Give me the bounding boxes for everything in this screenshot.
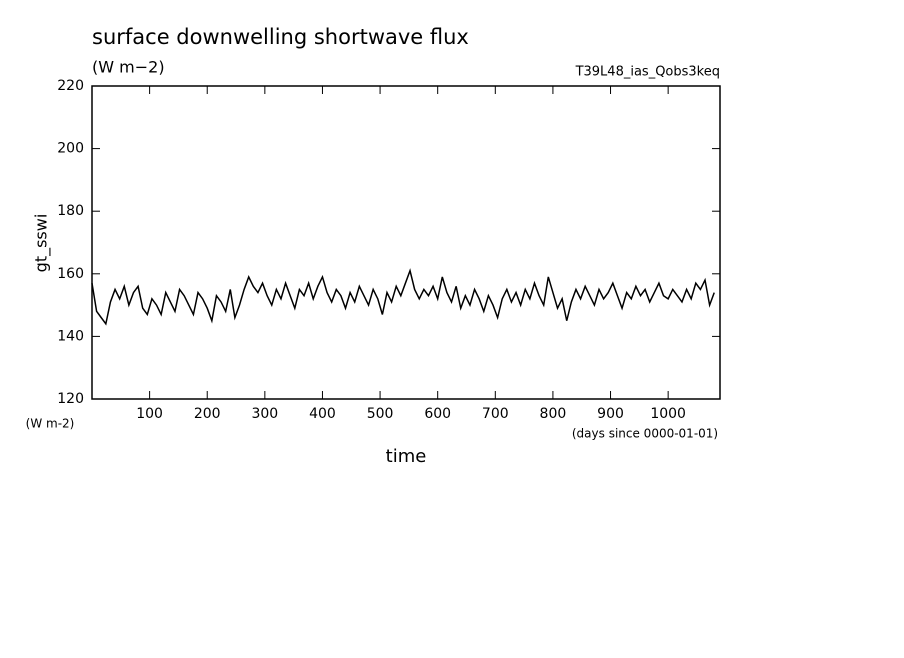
x-tick-label: 100 — [136, 406, 163, 422]
x-unit: (days since 0000-01-01) — [572, 427, 718, 441]
x-tick-label: 1000 — [650, 406, 686, 422]
x-tick-label: 300 — [251, 406, 278, 422]
x-tick-label: 500 — [367, 406, 394, 422]
y-tick-label: 180 — [57, 203, 84, 219]
y-unit: (W m-2) — [26, 417, 75, 431]
x-tick-label: 800 — [540, 406, 567, 422]
plot-frame — [91, 85, 721, 400]
x-tick-label: 700 — [482, 406, 509, 422]
chart-subtitle: (W m−2) — [92, 58, 165, 77]
y-tick-label: 140 — [57, 328, 84, 344]
y-axis-label: gt_sswi — [32, 214, 52, 273]
y-tick-label: 120 — [57, 391, 84, 407]
y-tick-label: 220 — [57, 78, 84, 94]
chart-title: surface downwelling shortwave flux — [92, 25, 469, 49]
x-axis-label: time — [386, 446, 427, 467]
run-label: T39L48_ias_Qobs3keq — [575, 65, 720, 80]
x-tick-label: 400 — [309, 406, 336, 422]
y-tick-label: 200 — [57, 141, 84, 157]
x-tick-label: 200 — [194, 406, 221, 422]
x-tick-label: 600 — [424, 406, 451, 422]
x-tick-label: 900 — [597, 406, 624, 422]
data-line — [91, 268, 715, 326]
y-tick-label: 160 — [57, 266, 84, 282]
